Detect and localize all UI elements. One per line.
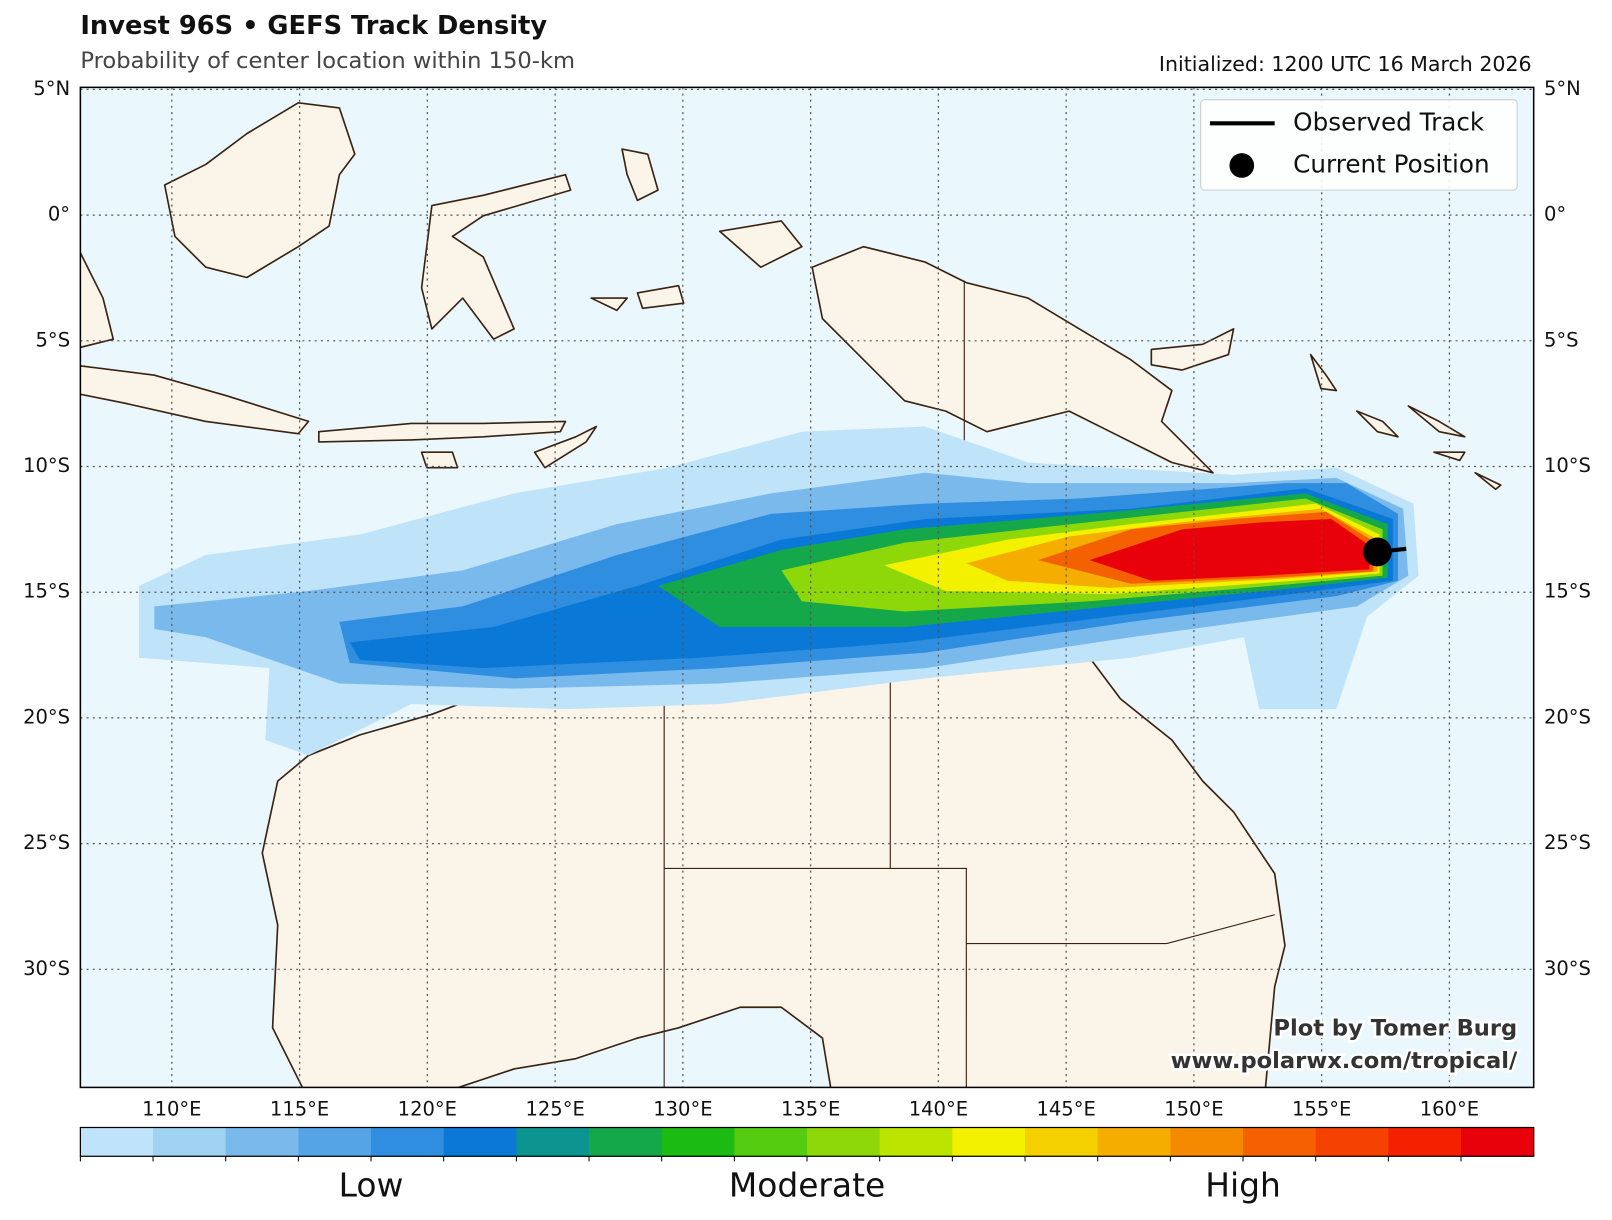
colorbar: Low Moderate High [79,1126,1535,1205]
colorbar-swatch [1025,1127,1099,1157]
x-tick-label: 160°E [1420,1098,1479,1121]
colorbar-label: High [1205,1166,1281,1205]
map-frame [79,86,1535,1089]
colorbar-swatch [225,1127,299,1157]
y-tick-label: 15°S [23,580,70,603]
subtitle: Probability of center location within 15… [80,48,575,74]
track [1363,537,1407,567]
current-position [1363,537,1392,567]
x-tick-label: 110°E [142,1098,201,1121]
colorbar-swatch [661,1127,735,1157]
legend-label: Current Position [1293,149,1489,178]
map-body [80,101,1502,1088]
y-tick-label: 10°S [1544,454,1591,477]
y-tick-label: 0° [1544,203,1566,226]
graticule: 110°E 115°E 120°E 125°E 130°E 135°E 140°E 145°E… [23,77,1591,1121]
x-tick-label: 155°E [1292,1098,1351,1121]
colorbar-swatch [879,1127,953,1157]
credit: Plot by Tomer Burg www.polarwx.com/tropi… [1168,1013,1520,1077]
credit-line: www.polarwx.com/tropical/ [1171,1048,1518,1074]
colorbar-swatch [1388,1127,1462,1157]
legend: Observed Track Current Position [1200,99,1518,191]
colorbar-swatch [734,1127,808,1157]
colorbar-swatch [80,1127,154,1157]
colorbar-swatch [952,1127,1026,1157]
x-tick-label: 145°E [1036,1098,1095,1121]
colorbar-label: Moderate [729,1166,885,1205]
colorbar-swatch [153,1127,227,1157]
x-tick-label: 140°E [909,1098,968,1121]
y-tick-label: 20°S [23,705,70,728]
colorbar-swatch [1315,1127,1389,1157]
y-tick-label: 10°S [23,454,70,477]
colorbar-swatch [371,1127,445,1157]
colorbar-swatch [1243,1127,1317,1157]
legend-box [1200,99,1518,191]
x-tick-label: 135°E [781,1098,840,1121]
y-tick-label: 15°S [1544,580,1591,603]
legend-label: Observed Track [1293,107,1485,136]
colorbar-frame [79,1126,1535,1157]
density-plume [138,426,1419,756]
y-tick-label: 5°S [36,328,71,351]
y-tick-label: 0° [48,203,70,226]
x-tick-label: 120°E [398,1098,457,1121]
x-tick-label: 115°E [270,1098,329,1121]
y-tick-label: 25°S [23,831,70,854]
y-tick-label: 5°N [33,77,70,100]
y-tick-label: 30°S [23,957,70,980]
colorbar-swatch [1170,1127,1244,1157]
x-tick-label: 125°E [525,1098,584,1121]
colorbar-swatch [589,1127,663,1157]
y-tick-label: 20°S [1544,705,1591,728]
credit-line: Plot by Tomer Burg [1273,1015,1517,1041]
y-tick-label: 5°N [1544,77,1581,100]
colorbar-swatch [807,1127,881,1157]
colorbar-swatch [443,1127,517,1157]
colorbar-swatch [516,1127,590,1157]
colorbar-swatch [1461,1127,1535,1157]
x-tick-label: 130°E [653,1098,712,1121]
title: Invest 96S • GEFS Track Density [80,11,547,41]
colorbar-swatch [1097,1127,1171,1157]
legend-dot [1229,153,1255,178]
colorbar-swatch [298,1127,372,1157]
y-tick-label: 30°S [1544,957,1591,980]
x-tick-label: 150°E [1164,1098,1223,1121]
y-tick-label: 25°S [1544,831,1591,854]
y-tick-label: 5°S [1544,328,1579,351]
colorbar-label: Low [339,1166,404,1205]
init-time: Initialized: 1200 UTC 16 March 2026 [1159,52,1532,76]
